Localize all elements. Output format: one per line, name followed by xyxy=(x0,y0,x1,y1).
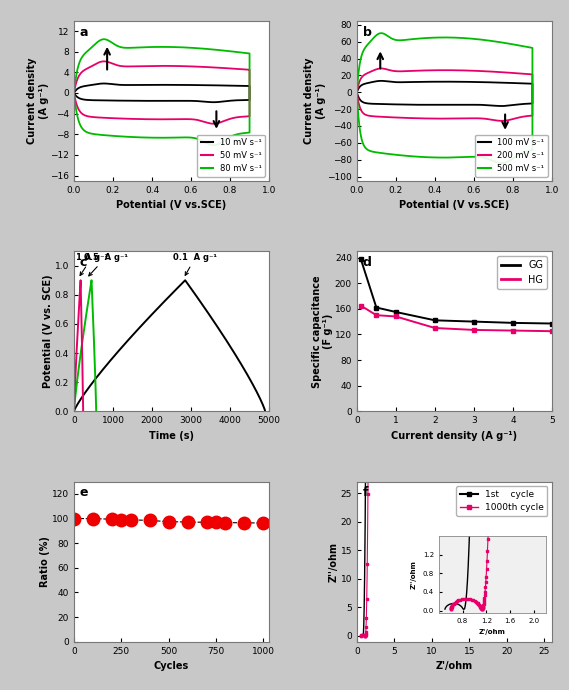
Line: 1000th cycle: 1000th cycle xyxy=(360,0,375,637)
1000th cycle xyxy=(362,631,369,640)
1st    cycle xyxy=(357,631,364,640)
Text: a: a xyxy=(80,26,88,39)
GG xyxy=(357,255,364,263)
X-axis label: Potential (V vs.SCE): Potential (V vs.SCE) xyxy=(117,200,226,210)
Legend: 1st    cycle, 1000th cycle: 1st cycle, 1000th cycle xyxy=(456,486,547,516)
1000th cycle xyxy=(358,631,365,640)
Y-axis label: Ratio (%): Ratio (%) xyxy=(40,536,51,587)
1000th cycle xyxy=(362,630,369,638)
Y-axis label: Current density
(A g⁻¹): Current density (A g⁻¹) xyxy=(27,57,49,144)
GG xyxy=(471,317,477,326)
Text: d: d xyxy=(362,256,372,269)
Y-axis label: Specific capacitance
(F g⁻¹): Specific capacitance (F g⁻¹) xyxy=(312,275,333,388)
1st    cycle xyxy=(360,631,366,640)
Y-axis label: Potential (V vs. SCE): Potential (V vs. SCE) xyxy=(43,275,53,388)
Text: 0.5  A g⁻¹: 0.5 A g⁻¹ xyxy=(84,253,127,276)
1st    cycle xyxy=(360,630,367,638)
HG xyxy=(471,326,477,334)
GG xyxy=(373,304,380,312)
Text: 0.1  A g⁻¹: 0.1 A g⁻¹ xyxy=(174,253,217,275)
HG xyxy=(393,313,399,321)
1st    cycle xyxy=(360,631,366,640)
1000th cycle xyxy=(364,533,371,542)
Text: c: c xyxy=(80,256,87,269)
Legend: GG, HG: GG, HG xyxy=(497,256,547,288)
X-axis label: Cycles: Cycles xyxy=(154,661,189,671)
Text: 1 A g⁻¹: 1 A g⁻¹ xyxy=(76,253,108,275)
GG xyxy=(431,316,438,324)
1st    cycle xyxy=(360,631,366,640)
HG xyxy=(357,302,364,310)
Y-axis label: Current density
(A g⁻¹): Current density (A g⁻¹) xyxy=(304,57,326,144)
1000th cycle xyxy=(362,631,369,640)
Y-axis label: Z''/ohm: Z''/ohm xyxy=(329,542,339,582)
Line: GG: GG xyxy=(358,257,554,326)
X-axis label: Potential (V vs.SCE): Potential (V vs.SCE) xyxy=(399,200,509,210)
1st    cycle xyxy=(362,531,369,539)
GG xyxy=(549,319,555,328)
X-axis label: Current density (A g⁻¹): Current density (A g⁻¹) xyxy=(391,431,517,441)
HG xyxy=(509,326,516,335)
Text: e: e xyxy=(80,486,88,500)
HG xyxy=(373,311,380,319)
HG xyxy=(549,327,555,335)
GG xyxy=(509,319,516,327)
1st    cycle xyxy=(360,631,366,640)
HG xyxy=(431,324,438,332)
X-axis label: Z'/ohm: Z'/ohm xyxy=(436,661,473,671)
X-axis label: Time (s): Time (s) xyxy=(149,431,194,441)
Legend: 10 mV s⁻¹, 50 mV s⁻¹, 80 mV s⁻¹: 10 mV s⁻¹, 50 mV s⁻¹, 80 mV s⁻¹ xyxy=(197,135,265,177)
Legend: 100 mV s⁻¹, 200 mV s⁻¹, 500 mV s⁻¹: 100 mV s⁻¹, 200 mV s⁻¹, 500 mV s⁻¹ xyxy=(475,135,548,177)
GG xyxy=(393,308,399,316)
Text: f: f xyxy=(362,486,368,500)
Line: 1st    cycle: 1st cycle xyxy=(361,0,370,635)
1000th cycle xyxy=(362,631,369,640)
Text: b: b xyxy=(362,26,372,39)
Line: HG: HG xyxy=(358,303,554,334)
